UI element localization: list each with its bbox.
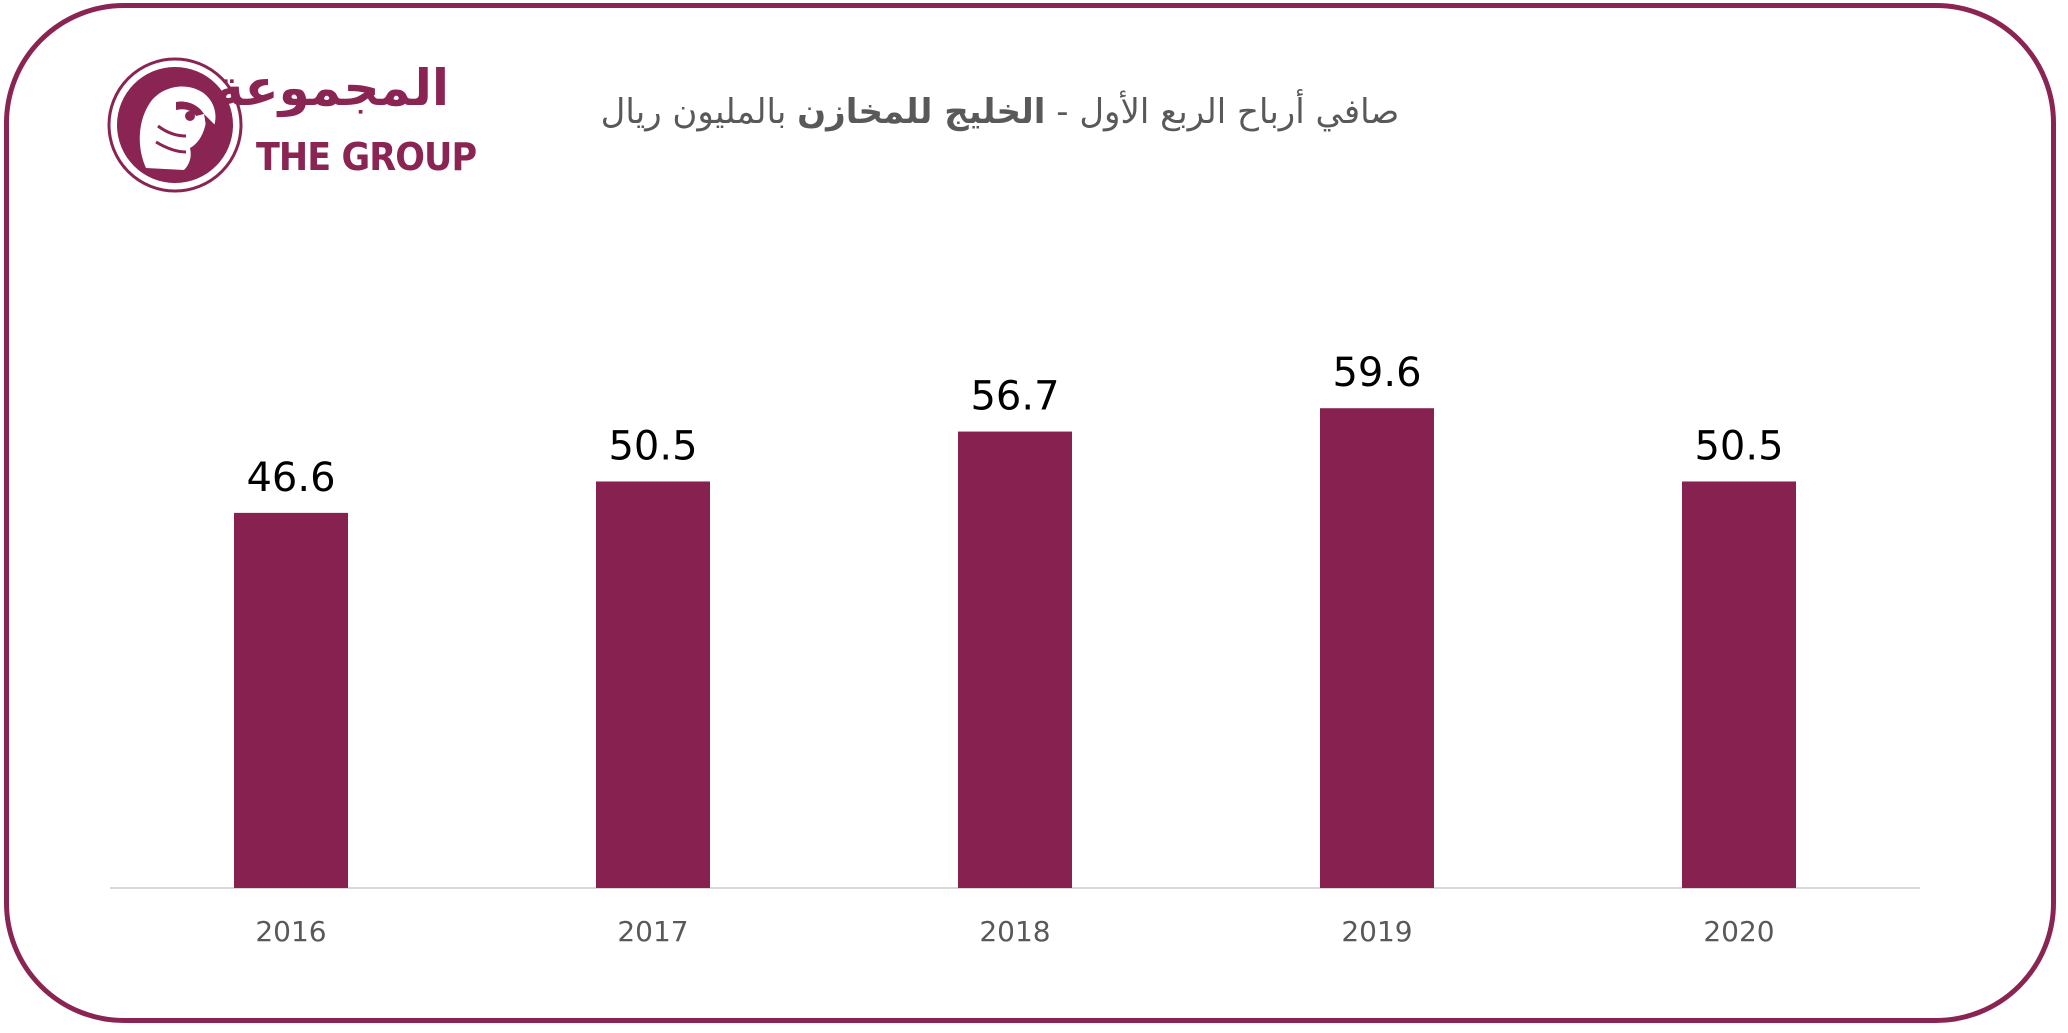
bar-2017 xyxy=(596,481,710,888)
brand-logo: المجموعة THE GROUP xyxy=(104,56,477,206)
chart-title-part2: بالمليون ريال xyxy=(600,92,798,132)
x-tick-label-2016: 2016 xyxy=(255,915,326,948)
data-label-2018: 56.7 xyxy=(970,374,1059,420)
x-tick-label-2017: 2017 xyxy=(617,915,688,948)
x-tick-label-2020: 2020 xyxy=(1703,915,1774,948)
falcon-emblem-icon xyxy=(107,57,243,193)
data-label-2016: 46.6 xyxy=(246,455,335,501)
data-label-2019: 59.6 xyxy=(1332,350,1421,396)
x-tick-label-2018: 2018 xyxy=(979,915,1050,948)
chart-title: صافي أرباح الربع الأول - الخليج للمخازن … xyxy=(500,88,1500,136)
chart-title-company: الخليج للمخازن xyxy=(797,92,1046,132)
brand-name-arabic: المجموعة xyxy=(214,59,449,117)
x-tick-label-2019: 2019 xyxy=(1341,915,1412,948)
data-label-2020: 50.5 xyxy=(1694,423,1783,469)
bar-2018 xyxy=(958,431,1072,888)
bar-2020 xyxy=(1682,481,1796,888)
bar-2019 xyxy=(1320,408,1434,888)
bar-2016 xyxy=(234,512,348,888)
data-label-2017: 50.5 xyxy=(608,423,697,469)
chart-title-part1: صافي أرباح الربع الأول - xyxy=(1045,92,1400,132)
